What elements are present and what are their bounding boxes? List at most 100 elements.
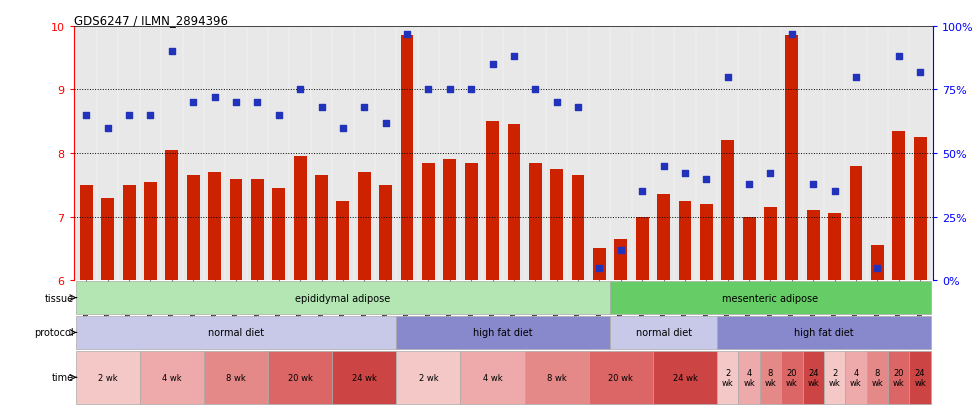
Point	[357, 105, 372, 112]
Text: 8
wk: 8 wk	[871, 368, 883, 387]
Bar	[760, 351, 781, 404]
Point	[335, 125, 351, 132]
Bar	[294, 157, 307, 280]
Bar	[508, 125, 520, 280]
Bar	[636, 217, 649, 280]
Text: epididymal adipose: epididymal adipose	[295, 293, 390, 303]
Text: 4
wk: 4 wk	[850, 368, 861, 387]
Point	[250, 100, 266, 106]
Bar	[850, 166, 862, 280]
Text: 24 wk: 24 wk	[352, 373, 376, 382]
Bar	[717, 351, 738, 404]
Text: high fat diet: high fat diet	[794, 328, 854, 337]
Bar	[653, 351, 717, 404]
Bar	[396, 351, 461, 404]
Bar	[888, 351, 909, 404]
Point	[314, 105, 329, 112]
Bar	[700, 204, 712, 280]
Text: 20
wk: 20 wk	[893, 368, 905, 387]
Bar	[358, 173, 370, 280]
Bar	[229, 179, 242, 280]
Point	[207, 95, 222, 101]
Bar	[486, 122, 499, 280]
Text: 4 wk: 4 wk	[162, 373, 181, 382]
Bar	[764, 208, 777, 280]
Text: 2 wk: 2 wk	[98, 373, 118, 382]
Bar	[461, 351, 524, 404]
Bar	[738, 351, 760, 404]
Point	[869, 265, 885, 271]
Bar	[332, 351, 396, 404]
Bar	[204, 351, 269, 404]
Bar	[140, 351, 204, 404]
Point	[292, 87, 308, 94]
Bar	[396, 316, 611, 349]
Bar	[101, 198, 114, 280]
Bar	[529, 163, 542, 280]
Point	[762, 171, 778, 177]
Bar	[614, 239, 627, 280]
Text: 24
wk: 24 wk	[914, 368, 926, 387]
Text: 8 wk: 8 wk	[226, 373, 246, 382]
Bar	[658, 195, 670, 280]
Point	[399, 31, 415, 38]
Text: 4 wk: 4 wk	[483, 373, 503, 382]
Point	[549, 100, 564, 106]
Bar	[721, 141, 734, 280]
Bar	[272, 189, 285, 280]
Bar	[846, 351, 866, 404]
Bar	[550, 170, 564, 280]
Point	[420, 87, 436, 94]
Point	[464, 87, 479, 94]
Point	[656, 163, 671, 170]
Point	[78, 112, 94, 119]
Bar	[571, 176, 584, 280]
Point	[741, 181, 757, 188]
Bar	[807, 211, 819, 280]
Bar	[717, 316, 931, 349]
Bar	[75, 316, 396, 349]
Point	[699, 176, 714, 183]
Bar	[316, 176, 328, 280]
Bar	[589, 351, 653, 404]
Bar	[122, 185, 135, 280]
Bar	[401, 36, 414, 280]
Point	[806, 181, 821, 188]
Bar	[893, 131, 906, 280]
Text: normal diet: normal diet	[635, 328, 692, 337]
Point	[848, 74, 863, 81]
Text: 8 wk: 8 wk	[547, 373, 566, 382]
Point	[442, 87, 458, 94]
Text: GDS6247 / ILMN_2894396: GDS6247 / ILMN_2894396	[74, 14, 227, 27]
Text: high fat diet: high fat diet	[473, 328, 533, 337]
Text: normal diet: normal diet	[208, 328, 264, 337]
Bar	[866, 351, 888, 404]
Point	[570, 105, 586, 112]
Text: 2
wk: 2 wk	[829, 368, 841, 387]
Point	[677, 171, 693, 177]
Point	[185, 100, 201, 106]
Bar	[913, 138, 926, 280]
Bar	[824, 351, 846, 404]
Text: 8
wk: 8 wk	[764, 368, 776, 387]
Point	[784, 31, 800, 38]
Point	[527, 87, 543, 94]
Bar	[803, 351, 824, 404]
Bar	[75, 281, 611, 315]
Text: 24
wk: 24 wk	[808, 368, 819, 387]
Bar	[909, 351, 931, 404]
Text: time: time	[52, 373, 74, 382]
Bar	[269, 351, 332, 404]
Bar	[593, 249, 606, 280]
Bar	[524, 351, 589, 404]
Point	[485, 62, 501, 68]
Bar	[678, 201, 691, 280]
Bar	[336, 201, 349, 280]
Point	[912, 69, 928, 76]
Bar	[75, 351, 140, 404]
Bar	[828, 214, 841, 280]
Bar	[785, 36, 799, 280]
Bar	[379, 185, 392, 280]
Text: 2
wk: 2 wk	[722, 368, 734, 387]
Bar	[251, 179, 264, 280]
